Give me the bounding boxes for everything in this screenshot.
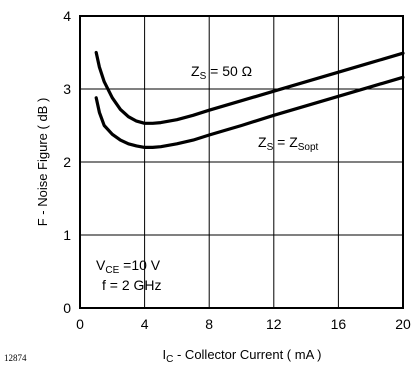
series-line-zs-opt [94, 75, 405, 149]
plot-frame [79, 15, 404, 309]
vce-annotation: VCE =10 V [96, 257, 161, 276]
x-tick-label: 8 [205, 316, 213, 332]
figure-code: 12874 [4, 353, 27, 363]
series-label-zs-50: ZS = 50 Ω [191, 63, 252, 82]
x-tick-label: 0 [76, 316, 84, 332]
x-axis-label: IC - Collector Current ( mA ) [163, 347, 322, 365]
x-tick-label: 4 [141, 316, 149, 332]
series-group [94, 50, 405, 149]
y-tick-label: 3 [63, 81, 71, 97]
y-axis-label: F - Noise Figure ( dB ) [35, 98, 50, 227]
x-tick-labels: 0 4 8 12 16 20 [76, 316, 411, 332]
y-tick-label: 2 [63, 154, 71, 170]
series-label-zs-opt: ZS = ZSopt [258, 134, 319, 153]
frequency-annotation: f = 2 GHz [102, 277, 162, 293]
y-tick-label: 1 [63, 227, 71, 243]
x-tick-label: 20 [395, 316, 411, 332]
x-tick-label: 12 [266, 316, 282, 332]
grid [80, 16, 403, 308]
y-tick-label: 4 [63, 8, 71, 24]
y-tick-label: 0 [63, 300, 71, 316]
y-tick-labels: 0 1 2 3 4 [63, 8, 71, 316]
x-tick-label: 16 [331, 316, 347, 332]
series-line-zs-50 [94, 50, 405, 125]
